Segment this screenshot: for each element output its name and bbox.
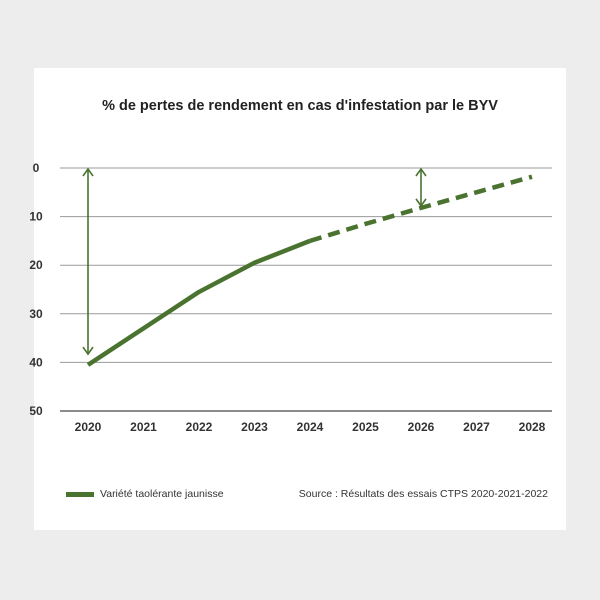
annotation-arrow-head-bottom: [82, 346, 94, 356]
series-group: [86, 174, 533, 367]
y-tick-label: 10: [29, 210, 43, 224]
legend-label: Variété taolérante jaunisse: [100, 488, 224, 500]
source-note: Source : Résultats des essais CTPS 2020-…: [298, 488, 548, 500]
y-axis-tick-labels: 0 10 20 30 40 50: [29, 161, 43, 418]
y-tick-label: 50: [29, 404, 43, 418]
series-line-projected: [309, 174, 533, 244]
grid-lines: [60, 167, 552, 412]
x-tick-label: 2026: [408, 420, 435, 434]
x-tick-label: 2022: [186, 420, 213, 434]
x-tick-label: 2020: [75, 420, 102, 434]
legend: Variété taolérante jaunisse: [66, 488, 224, 500]
x-tick-label: 2027: [463, 420, 490, 434]
x-tick-label: 2021: [130, 420, 157, 434]
chart-title: % de pertes de rendement en cas d'infest…: [102, 98, 498, 114]
y-tick-label: 30: [29, 307, 43, 321]
annotations: [82, 167, 427, 356]
x-axis-tick-labels: 2020 2021 2022 2023 2024 2025 2026 2027 2028: [75, 420, 546, 434]
annotation-arrow-head-top: [415, 167, 427, 177]
x-tick-label: 2025: [352, 420, 379, 434]
chart-card: [34, 68, 566, 530]
x-tick-label: 2023: [241, 420, 268, 434]
legend-swatch: [66, 491, 94, 497]
annotation-arrow-head-top: [82, 167, 94, 177]
x-tick-label: 2024: [297, 420, 324, 434]
y-tick-label: 40: [29, 355, 43, 369]
y-tick-label: 20: [29, 258, 43, 272]
series-line-observed: [86, 238, 311, 367]
y-tick-label: 0: [33, 161, 40, 175]
x-tick-label: 2028: [519, 420, 546, 434]
